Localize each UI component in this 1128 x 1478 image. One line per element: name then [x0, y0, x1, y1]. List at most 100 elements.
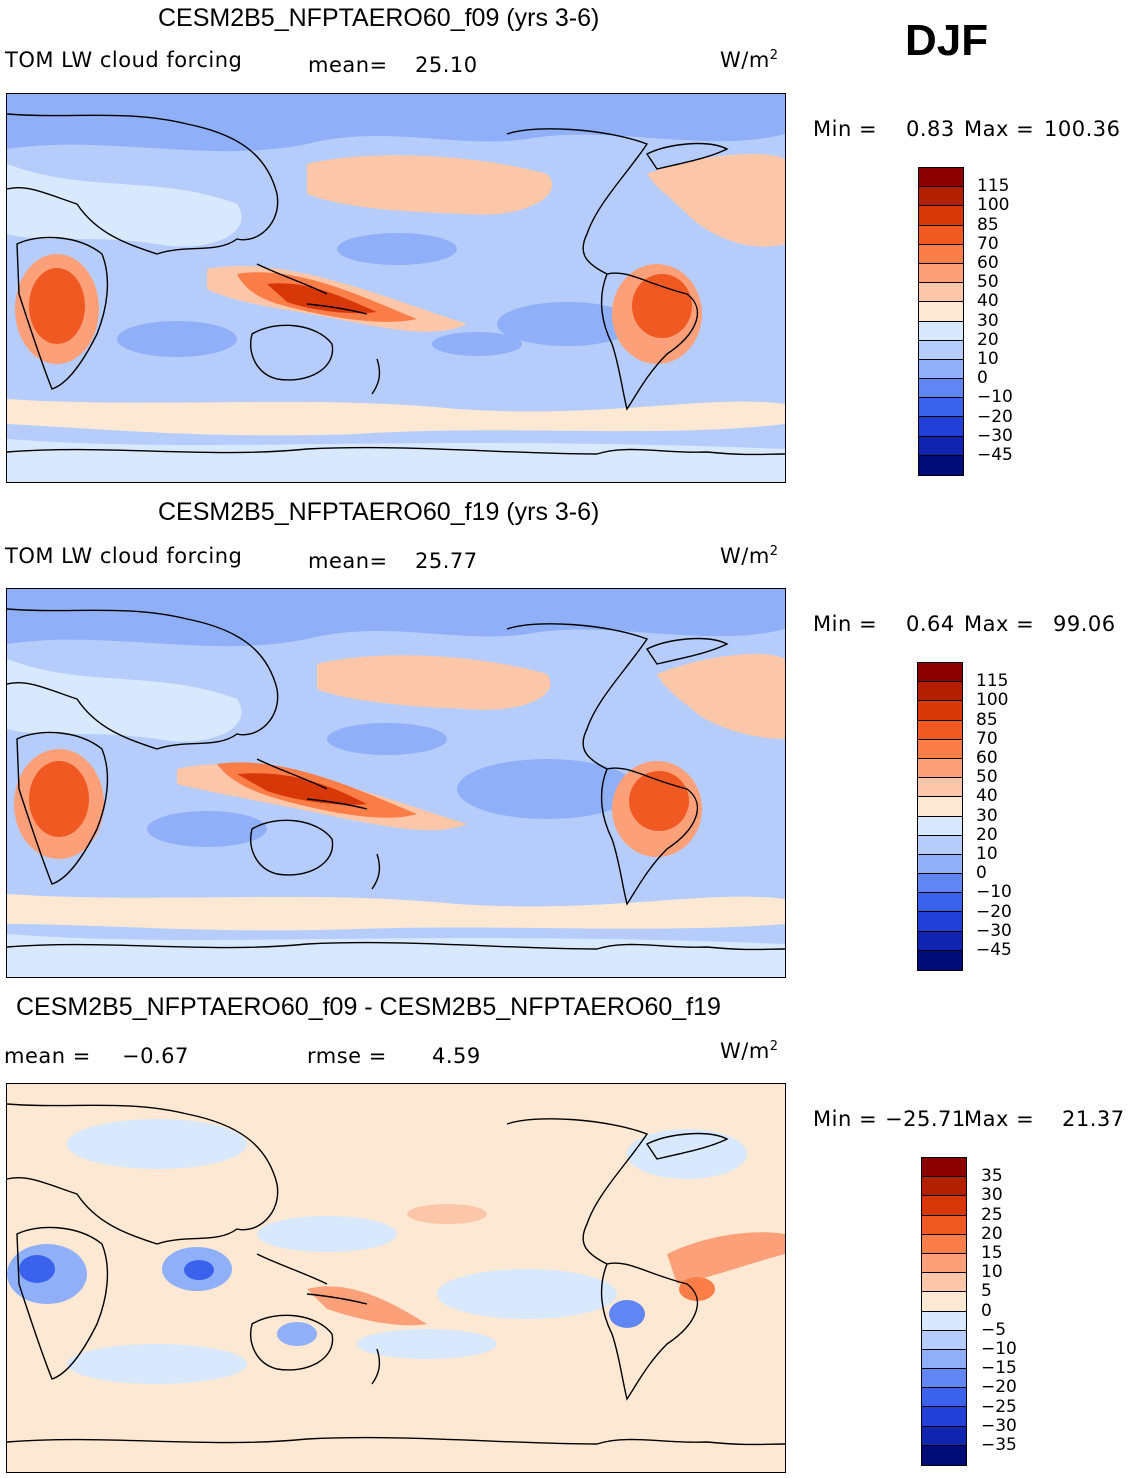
colorbar-swatch	[922, 1273, 966, 1293]
panel1-colorbar	[918, 167, 964, 476]
antarctic-region	[7, 439, 785, 482]
colorbar-swatch	[919, 302, 963, 322]
colorbar-tick-label: 10	[976, 844, 998, 864]
panel3-mean-label: mean =	[4, 1044, 91, 1068]
colorbar-swatch	[922, 1445, 966, 1465]
colorbar-tick-label: 40	[976, 786, 998, 807]
colorbar-tick-label: 0	[981, 1300, 992, 1321]
panel1-units: W/m2	[720, 48, 779, 72]
panel3-title: CESM2B5_NFPTAERO60_f09 - CESM2B5_NFPTAER…	[16, 993, 721, 1021]
colorbar-swatch	[919, 398, 963, 418]
diff-asia-min	[184, 1260, 214, 1280]
panel2-max-label: Max =	[964, 612, 1035, 636]
colorbar-swatch	[922, 1177, 966, 1197]
colorbar-swatch	[922, 1215, 966, 1235]
colorbar-tick-label: −10	[977, 387, 1013, 408]
colorbar-swatch	[918, 950, 962, 970]
colorbar-swatch	[919, 263, 963, 284]
colorbar-swatch	[919, 359, 963, 380]
subtropical-minimum-np	[327, 723, 447, 755]
eurasia-light-region	[7, 164, 242, 247]
warm-pool-max	[267, 283, 377, 314]
colorbar-swatch	[918, 682, 962, 702]
colorbar-tick-label: 10	[977, 349, 999, 369]
panel2-min-value: 0.64	[906, 612, 955, 636]
diff-brazil-positive	[679, 1277, 715, 1301]
colorbar-swatch	[918, 663, 962, 683]
subtropical-minimum-np	[337, 233, 457, 265]
panel1-title: CESM2B5_NFPTAERO60_f09 (yrs 3-6)	[158, 4, 600, 32]
colorbar-tick-label: 60	[976, 748, 998, 768]
colorbar-swatch	[922, 1426, 966, 1446]
colorbar-tick-label: −15	[981, 1358, 1017, 1379]
colorbar-swatch	[922, 1158, 966, 1178]
panel3-units: W/m2	[720, 1039, 779, 1063]
panel3-rmse-value: 4.59	[432, 1044, 481, 1068]
colorbar-tick-label: 115	[976, 671, 1009, 692]
colorbar-swatch	[919, 225, 963, 245]
colorbar-tick-label: −20	[976, 901, 1012, 922]
diff-australia-negative	[277, 1322, 317, 1346]
colorbar-swatch	[919, 187, 963, 207]
africa-convection-core	[29, 268, 85, 344]
colorbar-tick-label: −5	[981, 1319, 1007, 1340]
colorbar-tick-label: −30	[977, 425, 1013, 446]
colorbar-tick-label: −10	[976, 882, 1012, 903]
north-atlantic-stormtrack	[647, 154, 785, 247]
colorbar-tick-label: 100	[976, 690, 1009, 711]
diff-light-blue-3	[437, 1269, 617, 1319]
colorbar-swatch	[918, 874, 962, 894]
colorbar-swatch	[919, 417, 963, 437]
panel3-min-label: Min =	[813, 1107, 878, 1131]
colorbar-swatch	[919, 379, 963, 399]
season-label: DJF	[905, 16, 989, 65]
north-atlantic-stormtrack	[657, 654, 785, 739]
panel3-max-value: 21.37	[1062, 1107, 1125, 1131]
panel2-variable: TOM LW cloud forcing	[5, 544, 243, 568]
colorbar-swatch	[922, 1407, 966, 1427]
antarctic-region	[7, 934, 785, 977]
diff-spcz-positive	[307, 1286, 427, 1326]
panel2-title: CESM2B5_NFPTAERO60_f19 (yrs 3-6)	[158, 498, 600, 526]
colorbar-tick-label: 5	[981, 1281, 992, 1302]
panel1-max-label: Max =	[964, 117, 1035, 141]
diff-light-blue-6	[627, 1129, 747, 1179]
colorbar-swatch	[922, 1388, 966, 1408]
panel3-rmse-label: rmse =	[307, 1044, 387, 1068]
colorbar-tick-label: 115	[977, 176, 1010, 197]
colorbar-tick-label: 100	[977, 195, 1010, 216]
colorbar-tick-label: −35	[981, 1435, 1017, 1455]
colorbar-tick-label: 50	[977, 272, 999, 293]
colorbar-tick-label: 85	[977, 214, 999, 235]
panel1-mean-label: mean=	[308, 53, 388, 77]
colorbar-tick-label: 70	[976, 728, 998, 749]
colorbar-tick-label: 40	[977, 291, 999, 312]
colorbar-swatch	[918, 739, 962, 759]
panel1-mean-value: 25.10	[415, 53, 478, 77]
panel2-mean-label: mean=	[308, 549, 388, 573]
panel3-mean-value: −0.67	[122, 1044, 189, 1068]
colorbar-swatch	[922, 1330, 966, 1350]
colorbar-swatch	[919, 436, 963, 456]
colorbar-tick-label: −20	[981, 1377, 1017, 1398]
colorbar-swatch	[918, 720, 962, 740]
colorbar-swatch	[918, 701, 962, 721]
diff-light-blue-5	[67, 1344, 247, 1384]
colorbar-tick-label: 0	[977, 368, 988, 389]
north-pacific-stormtrack	[307, 155, 553, 215]
colorbar-swatch	[919, 206, 963, 226]
colorbar-tick-label: −30	[976, 920, 1012, 941]
colorbar-swatch	[922, 1196, 966, 1216]
africa-convection-core	[29, 761, 89, 837]
colorbar-swatch	[918, 931, 962, 951]
panel1-max-value: 100.36	[1044, 117, 1121, 141]
colorbar-swatch	[919, 168, 963, 188]
diff-light-blue-2	[257, 1216, 397, 1252]
colorbar-tick-label: 70	[977, 233, 999, 254]
colorbar-tick-label: −45	[977, 445, 1013, 465]
subtropical-minimum-io	[117, 321, 237, 357]
coastlines	[7, 113, 785, 456]
colorbar-swatch	[922, 1369, 966, 1389]
colorbar-swatch	[919, 321, 963, 341]
diff-light-blue-4	[357, 1329, 497, 1359]
